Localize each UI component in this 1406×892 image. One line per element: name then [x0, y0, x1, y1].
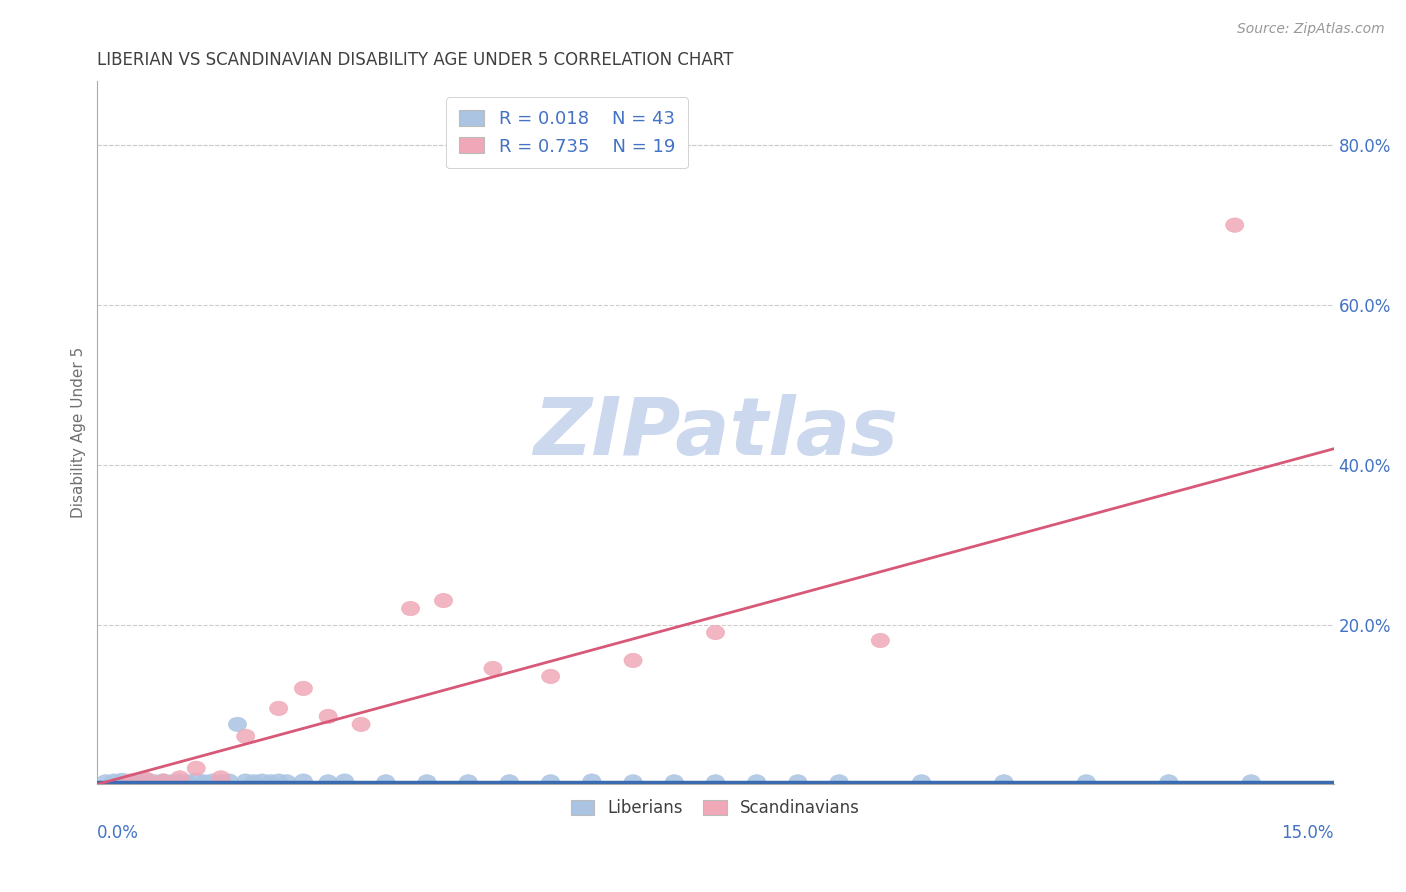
- Ellipse shape: [624, 775, 643, 789]
- Text: LIBERIAN VS SCANDINAVIAN DISABILITY AGE UNDER 5 CORRELATION CHART: LIBERIAN VS SCANDINAVIAN DISABILITY AGE …: [97, 51, 734, 69]
- Text: 15.0%: 15.0%: [1281, 824, 1334, 842]
- Ellipse shape: [352, 717, 370, 731]
- Ellipse shape: [253, 774, 271, 789]
- Ellipse shape: [460, 775, 477, 789]
- Ellipse shape: [1226, 218, 1244, 232]
- Ellipse shape: [665, 775, 683, 789]
- Ellipse shape: [278, 775, 297, 789]
- Text: Source: ZipAtlas.com: Source: ZipAtlas.com: [1237, 22, 1385, 37]
- Ellipse shape: [541, 669, 560, 683]
- Ellipse shape: [138, 773, 156, 788]
- Ellipse shape: [995, 775, 1014, 789]
- Ellipse shape: [270, 701, 288, 715]
- Ellipse shape: [179, 775, 197, 789]
- Ellipse shape: [270, 774, 288, 789]
- Ellipse shape: [146, 775, 165, 789]
- Ellipse shape: [319, 775, 337, 789]
- Ellipse shape: [583, 774, 600, 789]
- Ellipse shape: [138, 772, 156, 787]
- Ellipse shape: [294, 774, 312, 789]
- Ellipse shape: [129, 774, 148, 789]
- Ellipse shape: [484, 661, 502, 675]
- Ellipse shape: [121, 774, 139, 789]
- Ellipse shape: [195, 775, 214, 789]
- Ellipse shape: [872, 633, 890, 648]
- Ellipse shape: [624, 653, 643, 668]
- Ellipse shape: [1160, 775, 1178, 789]
- Ellipse shape: [789, 775, 807, 789]
- Ellipse shape: [336, 774, 354, 789]
- Ellipse shape: [112, 773, 131, 788]
- Ellipse shape: [319, 709, 337, 723]
- Ellipse shape: [434, 593, 453, 607]
- Ellipse shape: [706, 625, 724, 640]
- Ellipse shape: [155, 774, 173, 789]
- Ellipse shape: [501, 775, 519, 789]
- Text: ZIPatlas: ZIPatlas: [533, 394, 898, 472]
- Ellipse shape: [212, 771, 231, 785]
- Ellipse shape: [187, 761, 205, 775]
- Ellipse shape: [294, 681, 312, 696]
- Ellipse shape: [830, 775, 848, 789]
- Ellipse shape: [170, 774, 188, 789]
- Ellipse shape: [377, 775, 395, 789]
- Ellipse shape: [163, 775, 180, 789]
- Ellipse shape: [541, 775, 560, 789]
- Ellipse shape: [221, 774, 238, 789]
- Ellipse shape: [170, 771, 188, 785]
- Legend: Liberians, Scandinavians: Liberians, Scandinavians: [562, 790, 868, 825]
- Text: 0.0%: 0.0%: [97, 824, 139, 842]
- Ellipse shape: [212, 775, 231, 789]
- Ellipse shape: [418, 775, 436, 789]
- Ellipse shape: [402, 601, 419, 615]
- Ellipse shape: [121, 775, 139, 789]
- Ellipse shape: [748, 775, 766, 789]
- Ellipse shape: [105, 774, 122, 789]
- Ellipse shape: [236, 729, 254, 744]
- Ellipse shape: [1077, 775, 1095, 789]
- Ellipse shape: [245, 775, 263, 789]
- Ellipse shape: [228, 717, 246, 731]
- Ellipse shape: [155, 774, 173, 789]
- Y-axis label: Disability Age Under 5: Disability Age Under 5: [72, 347, 86, 518]
- Ellipse shape: [706, 775, 724, 789]
- Ellipse shape: [236, 774, 254, 789]
- Ellipse shape: [1241, 775, 1260, 789]
- Ellipse shape: [262, 775, 280, 789]
- Ellipse shape: [187, 773, 205, 788]
- Ellipse shape: [97, 775, 115, 789]
- Ellipse shape: [912, 775, 931, 789]
- Ellipse shape: [204, 774, 222, 789]
